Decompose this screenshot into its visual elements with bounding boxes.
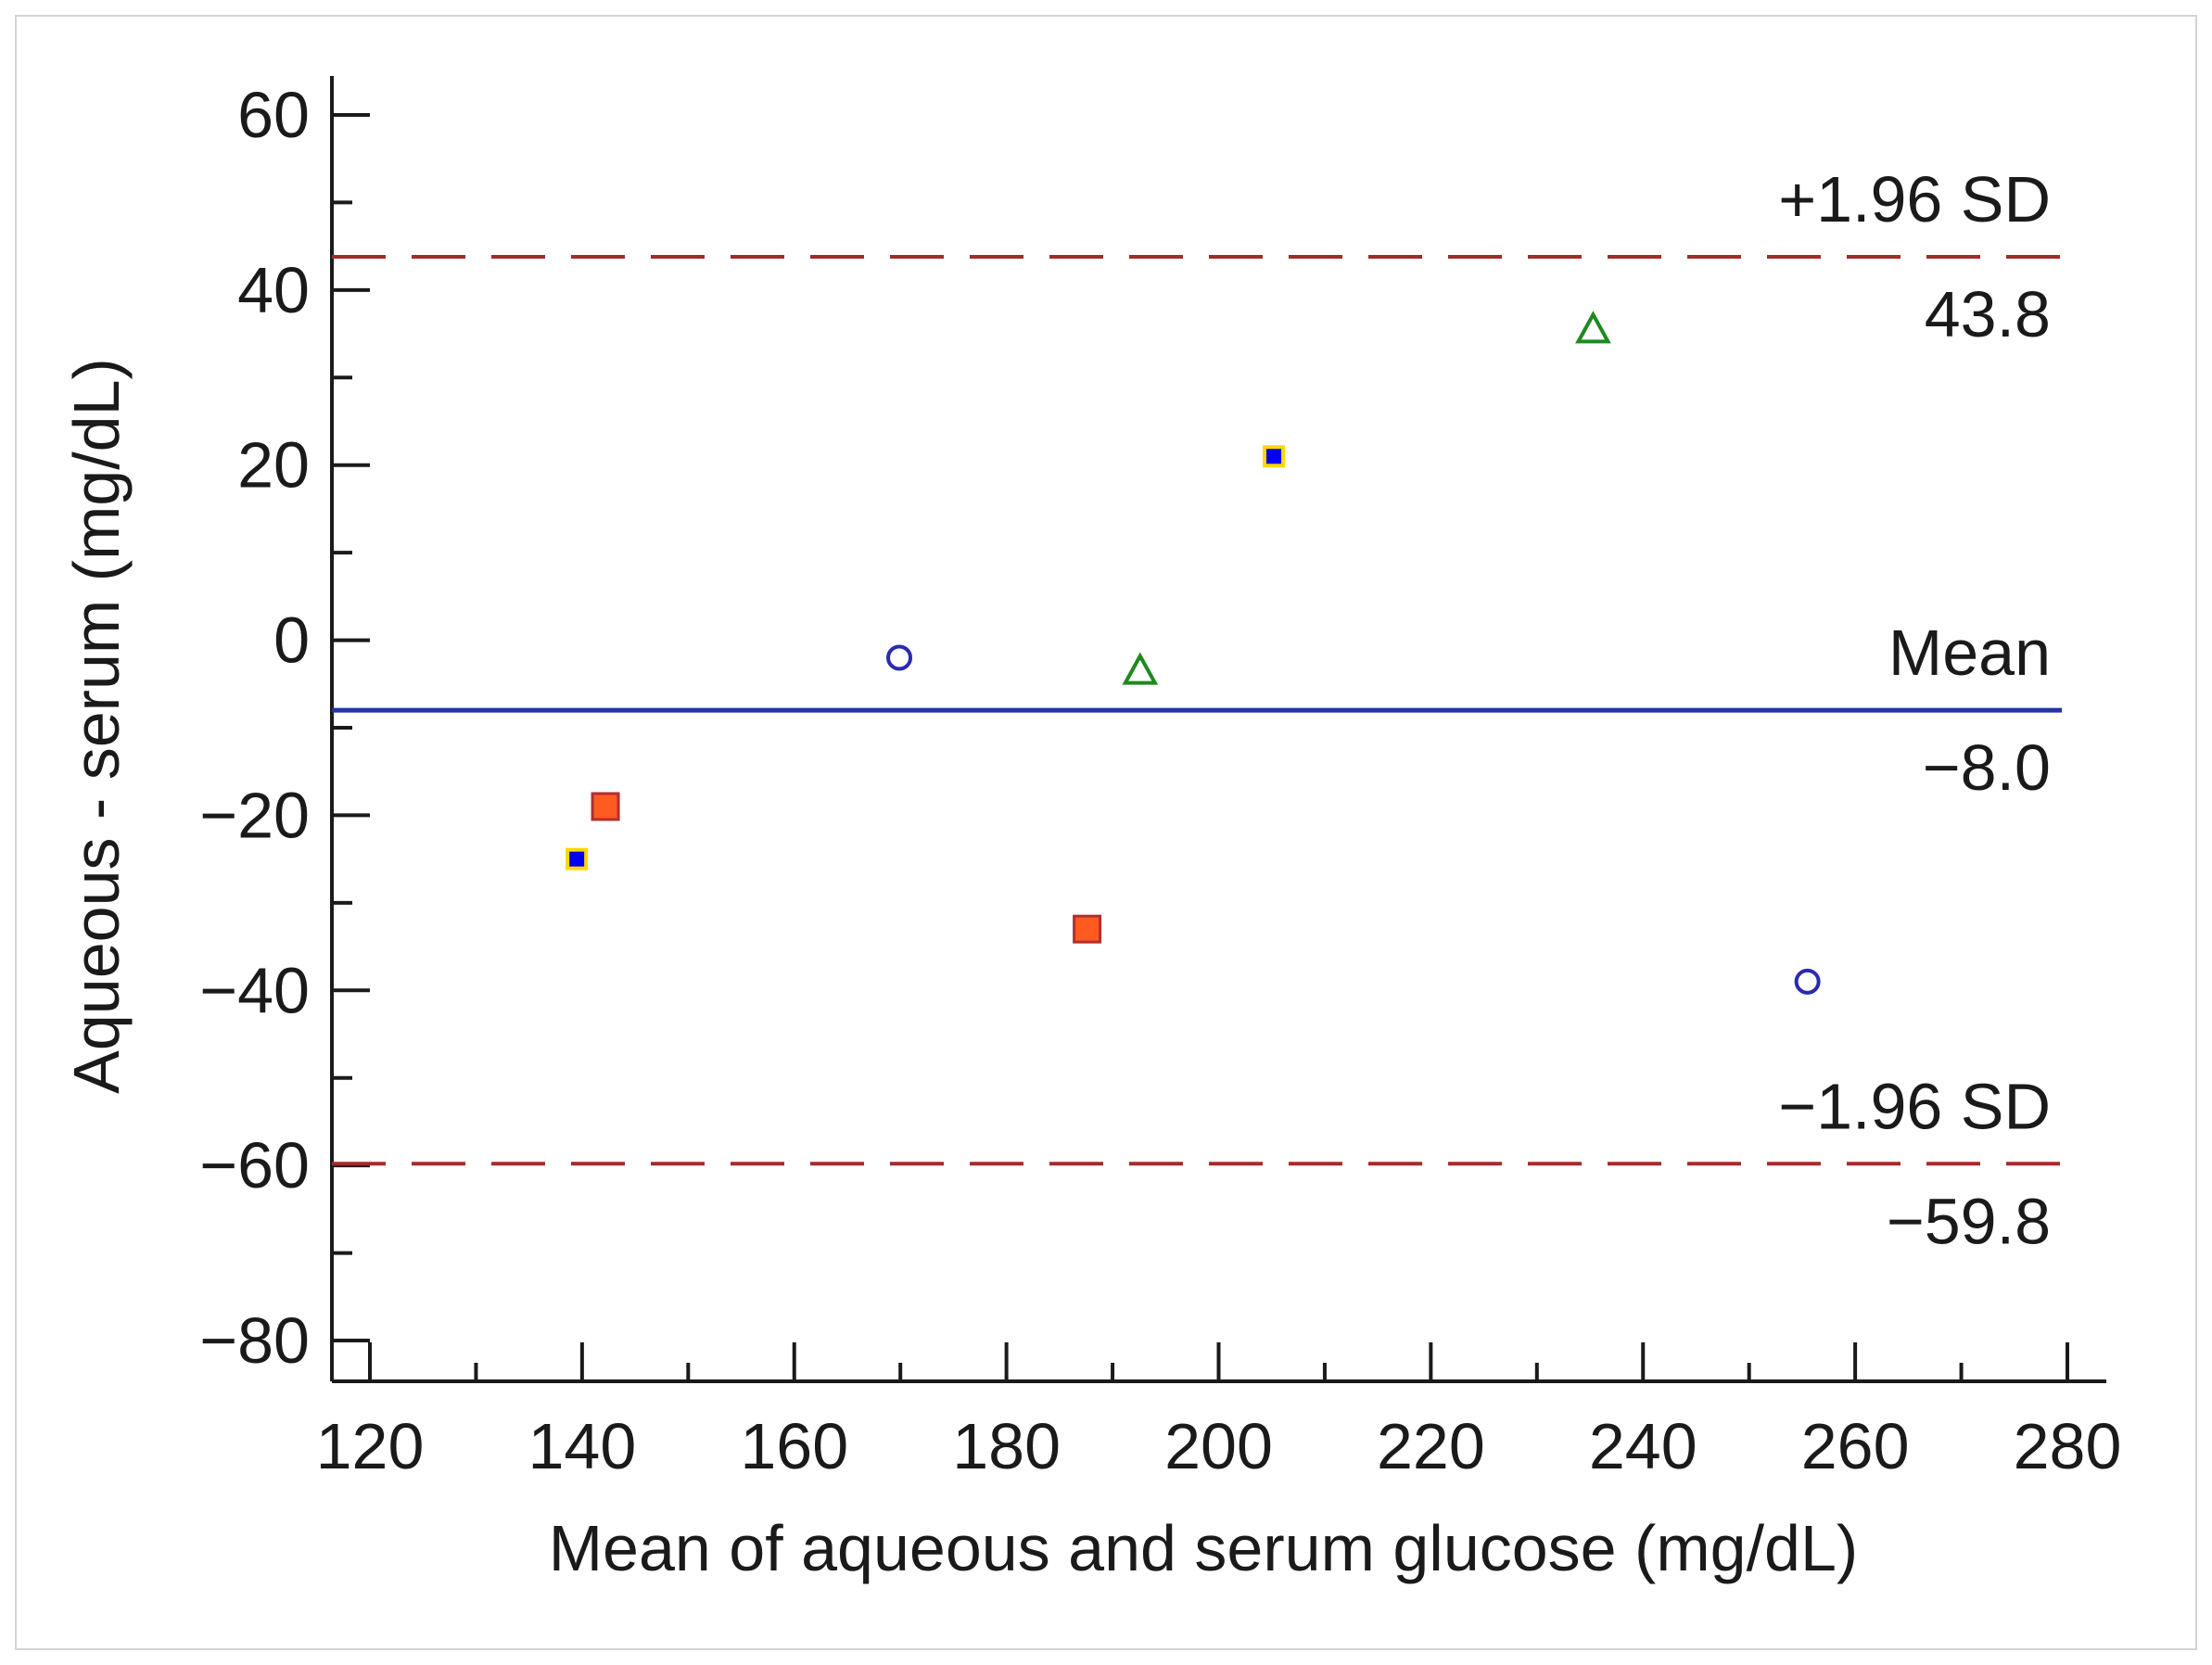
group-square-point	[1073, 914, 1102, 944]
y-tick-label: 0	[273, 604, 310, 677]
y-tick-label: 40	[237, 254, 310, 326]
lower-loa-label: −1.96 SD	[1778, 1070, 2051, 1142]
x-tick-label: 180	[952, 1410, 1061, 1482]
x-tick-label: 220	[1377, 1410, 1485, 1482]
upper-loa-value: 43.8	[1925, 278, 2051, 350]
y-tick-label: −60	[199, 1129, 310, 1201]
x-tick-label: 260	[1801, 1410, 1910, 1482]
group-square-point	[591, 792, 620, 821]
group-triangle-point	[1575, 311, 1611, 344]
mean-label: Mean	[1888, 616, 2051, 689]
axes-layer: −80 −60 −40 −20 0 20 40 60 120 140 160 180 200 220 240…	[199, 76, 2121, 1482]
x-tick-label: 200	[1164, 1410, 1273, 1482]
group-dot-point	[566, 847, 589, 871]
group-dot-point	[1263, 445, 1286, 468]
x-tick-label: 240	[1589, 1410, 1697, 1482]
x-tick-label: 160	[740, 1410, 848, 1482]
y-tick-label: −20	[199, 779, 310, 851]
x-tick-label: 120	[316, 1410, 425, 1482]
x-axis-label: Mean of aqueous and serum glucose (mg/dL…	[549, 1512, 1858, 1584]
upper-loa-label: +1.96 SD	[1778, 163, 2051, 235]
x-tick-label: 280	[2014, 1410, 2122, 1482]
reference-lines-layer: +1.96 SD 43.8 Mean −8.0 −1.96 SD −59.8	[332, 163, 2062, 1257]
group-triangle-point	[1122, 652, 1159, 685]
x-tick-label: 140	[528, 1410, 636, 1482]
lower-loa-value: −59.8	[1887, 1185, 2051, 1257]
y-axis-label: Aqueous - serum (mg/dL)	[60, 358, 133, 1094]
chart-frame	[15, 15, 2197, 1650]
mean-value: −8.0	[1923, 731, 2051, 804]
y-tick-label: 60	[237, 79, 310, 151]
y-tick-label: 20	[237, 429, 310, 502]
data-points-layer	[566, 311, 1821, 995]
y-tick-label: −40	[199, 954, 310, 1026]
y-tick-label: −80	[199, 1304, 310, 1377]
group-circle-point	[886, 644, 913, 671]
group-circle-point	[1794, 968, 1821, 995]
